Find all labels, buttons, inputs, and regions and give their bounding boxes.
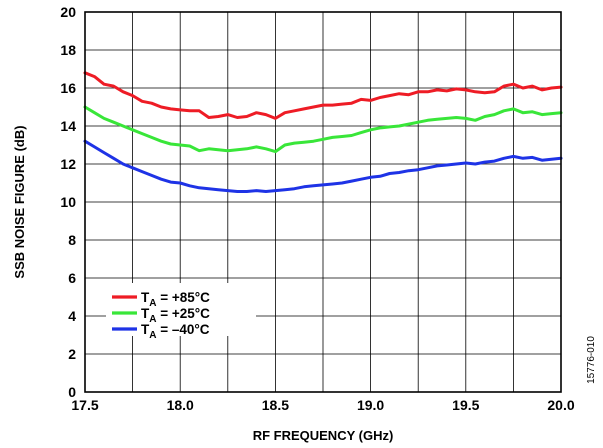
legend-background <box>106 283 256 336</box>
legend-label-1: TA = +85°C <box>141 290 210 309</box>
x-tick-label: 20.0 <box>547 397 574 413</box>
legend-label-main: T <box>141 290 150 305</box>
grid <box>85 12 561 392</box>
y-tick-label: 6 <box>68 270 76 286</box>
series-line-2 <box>83 105 563 154</box>
series-line-3 <box>83 139 563 193</box>
legend-label-sub: A <box>149 314 156 325</box>
y-axis-title: SSB NOISE FIGURE (dB) <box>12 125 27 278</box>
x-tick-label: 17.5 <box>71 397 98 413</box>
legend-label-rest: = +85°C <box>156 290 210 305</box>
y-tick-label: 16 <box>60 80 76 96</box>
x-axis-title: RF FREQUENCY (GHz) <box>253 428 394 443</box>
plot-frame <box>84 11 562 393</box>
legend-label-main: T <box>141 322 150 337</box>
y-tick-labels: 0 2 4 6 8 10 12 14 16 18 20 <box>60 4 76 400</box>
y-tick-label: 4 <box>68 308 76 324</box>
x-tick-label: 19.0 <box>357 397 384 413</box>
y-tick-label: 18 <box>60 42 76 58</box>
y-tick-label: 10 <box>60 194 76 210</box>
series-lines <box>83 71 563 193</box>
y-tick-label: 8 <box>68 232 76 248</box>
legend-label-rest: = +25°C <box>156 306 210 321</box>
y-tick-label: 14 <box>60 118 76 134</box>
legend-label-2: TA = +25°C <box>141 306 210 325</box>
x-tick-label: 18.5 <box>262 397 289 413</box>
legend: TA = +85°CTA = +25°CTA = –40°C <box>106 283 256 341</box>
legend-label-rest: = –40°C <box>156 322 209 337</box>
legend-label-sub: A <box>149 330 156 341</box>
y-tick-label: 12 <box>60 156 76 172</box>
legend-label-sub: A <box>149 298 156 309</box>
y-tick-label: 0 <box>68 384 76 400</box>
legend-label-3: TA = –40°C <box>141 322 210 341</box>
series-line-1 <box>83 71 563 120</box>
x-tick-label: 18.0 <box>167 397 194 413</box>
y-tick-label: 2 <box>68 346 76 362</box>
y-tick-label: 20 <box>60 4 76 20</box>
x-tick-labels: 17.5 18.0 18.5 19.0 19.5 20.0 <box>71 397 574 413</box>
legend-label-main: T <box>141 306 150 321</box>
x-tick-label: 19.5 <box>452 397 479 413</box>
figure-id: 15776-010 <box>586 336 597 384</box>
